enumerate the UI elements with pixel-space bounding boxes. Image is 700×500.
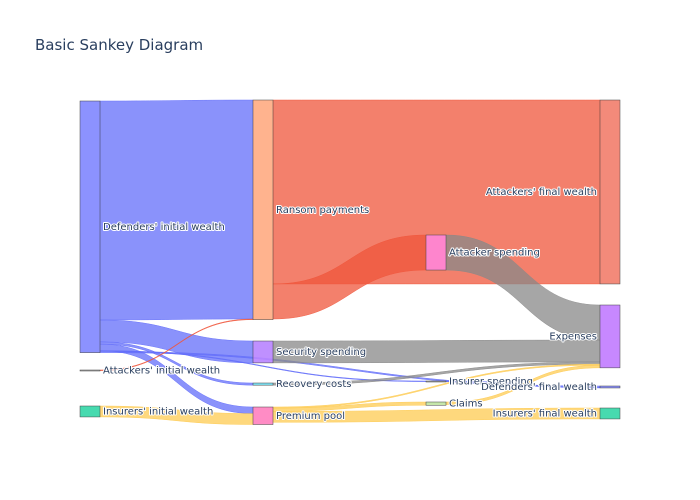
node-defenders-final-wealth[interactable]: [599, 385, 621, 389]
chart-title: Basic Sankey Diagram: [35, 36, 203, 54]
nodes-layer: [79, 99, 621, 425]
node-label-recovery-costs: Recovery costs: [276, 379, 352, 390]
node-claims[interactable]: [425, 401, 447, 406]
node-label-claims: Claims: [449, 399, 483, 410]
node-attackers-initial-wealth[interactable]: [79, 369, 101, 372]
node-label-ransom-payments: Ransom payments: [276, 205, 369, 216]
node-insurer-spending[interactable]: [425, 380, 447, 383]
node-defenders-initial-wealth[interactable]: [79, 100, 101, 353]
node-attackers-final-wealth[interactable]: [599, 99, 621, 285]
node-label-defenders-initial-wealth: Defenders' initial wealth: [103, 222, 225, 233]
node-label-insurers-initial-wealth: Insurers' initial wealth: [103, 406, 213, 417]
node-label-security-spending: Security spending: [276, 347, 366, 358]
node-insurers-final-wealth[interactable]: [599, 407, 621, 420]
node-label-defenders-final-wealth: Defenders' final wealth: [481, 382, 597, 393]
node-expenses[interactable]: [599, 304, 621, 369]
labels-layer: Defenders' initial wealth Attackers' init…: [102, 186, 598, 423]
node-recovery-costs[interactable]: [252, 382, 274, 386]
node-insurers-initial-wealth[interactable]: [79, 405, 101, 418]
node-label-insurers-final-wealth: Insurers' final wealth: [493, 408, 597, 419]
link-defenders-initial-wealth-to-ransom-payments[interactable]: [99, 99, 254, 321]
node-label-attackers-final-wealth: Attackers' final wealth: [486, 187, 597, 198]
node-attacker-spending[interactable]: [425, 234, 447, 271]
node-ransom-payments[interactable]: [252, 99, 274, 320]
node-label-expenses: Expenses: [549, 331, 597, 342]
node-label-insurer-spending: Insurer spending: [449, 377, 533, 388]
node-label-attackers-initial-wealth: Attackers' initial wealth: [103, 366, 220, 377]
node-security-spending[interactable]: [252, 340, 274, 364]
node-label-attacker-spending: Attacker spending: [449, 248, 540, 259]
node-premium-pool[interactable]: [252, 406, 274, 425]
node-label-premium-pool: Premium pool: [276, 411, 345, 422]
